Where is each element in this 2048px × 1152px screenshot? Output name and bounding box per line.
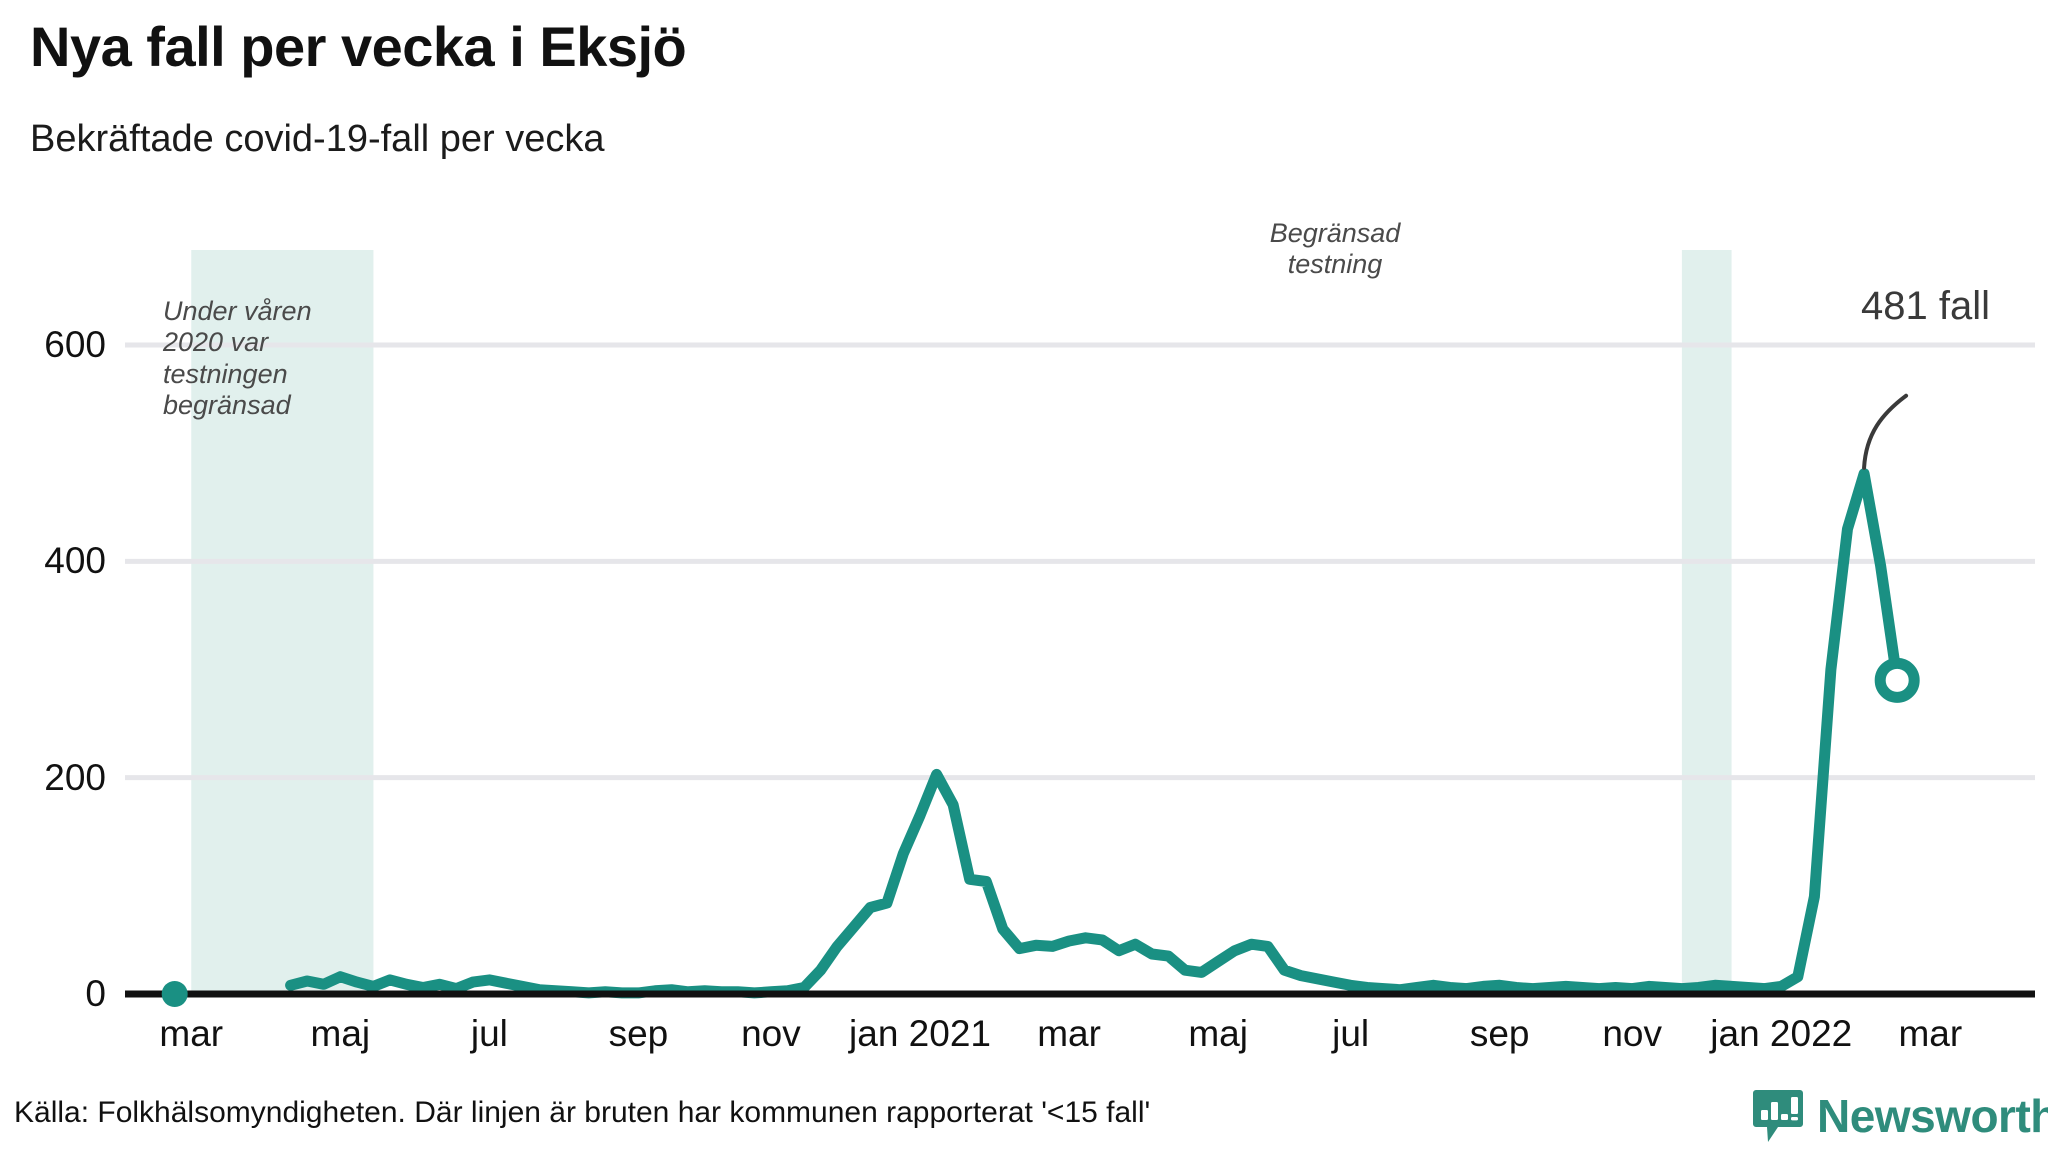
x-axis-tick-sep: sep (1469, 1013, 1530, 1054)
page-title: Nya fall per vecka i Eksjö (30, 15, 687, 78)
shaded-band-limited-testing-autumn-2021 (1681, 250, 1732, 994)
x-axis-tick-sep: sep (608, 1013, 669, 1054)
y-axis-tick-400: 400 (44, 540, 106, 582)
source-note: Källa: Folkhälsomyndigheten. Där linjen … (14, 1096, 1151, 1129)
x-axis-tick-jan-2022: jan 2022 (1710, 1013, 1853, 1054)
logo-wordmark: Newsworthy (1817, 1090, 2048, 1142)
x-axis-tick-jul: jul (1332, 1013, 1370, 1054)
x-axis-tick-nov: nov (1602, 1013, 1663, 1054)
gridlines-layer (125, 342, 2035, 781)
callout-leader-layer (1862, 393, 1909, 470)
first-point-marker (161, 981, 188, 1007)
newsworthy-logo[interactable]: Newsworthy (1752, 1088, 2048, 1144)
chart-subtitle: Bekräftade covid-19-fall per vecka (30, 118, 605, 160)
shaded-bands-layer (191, 250, 1732, 994)
annotation-spring-2020-limited-testing: Under våren 2020 var testningen begränsa… (163, 296, 312, 420)
x-axis-tick-mar: mar (1037, 1013, 1101, 1054)
x-axis-tick-maj: maj (1188, 1013, 1248, 1054)
callout-leader-line (1862, 393, 1909, 470)
x-axis-tick-maj: maj (310, 1013, 371, 1054)
annotation-limited-testing-autumn-2021: Begränsad testning (1269, 218, 1401, 280)
point-markers-layer (161, 657, 1920, 1007)
y-axis-tick-200: 200 (44, 756, 106, 798)
annotation-peak-callout: 481 fall (1861, 284, 1990, 328)
newsworthy-bar-chart-bubble-icon (1753, 1090, 1803, 1142)
x-axis-tick-mar: mar (1898, 1013, 1963, 1054)
last-point-marker (1874, 657, 1920, 703)
y-axis-tick-0: 0 (85, 973, 106, 1014)
x-axis-tick-nov: nov (741, 1013, 801, 1054)
x-axis-tick-mar: mar (159, 1013, 224, 1054)
data-series-layer (285, 468, 1903, 999)
series-line-segment (285, 468, 1903, 999)
y-axis-tick-600: 600 (44, 324, 106, 365)
x-axis-tick-jan-2021: jan 2021 (849, 1013, 991, 1054)
x-axis-tick-jul: jul (470, 1013, 508, 1054)
